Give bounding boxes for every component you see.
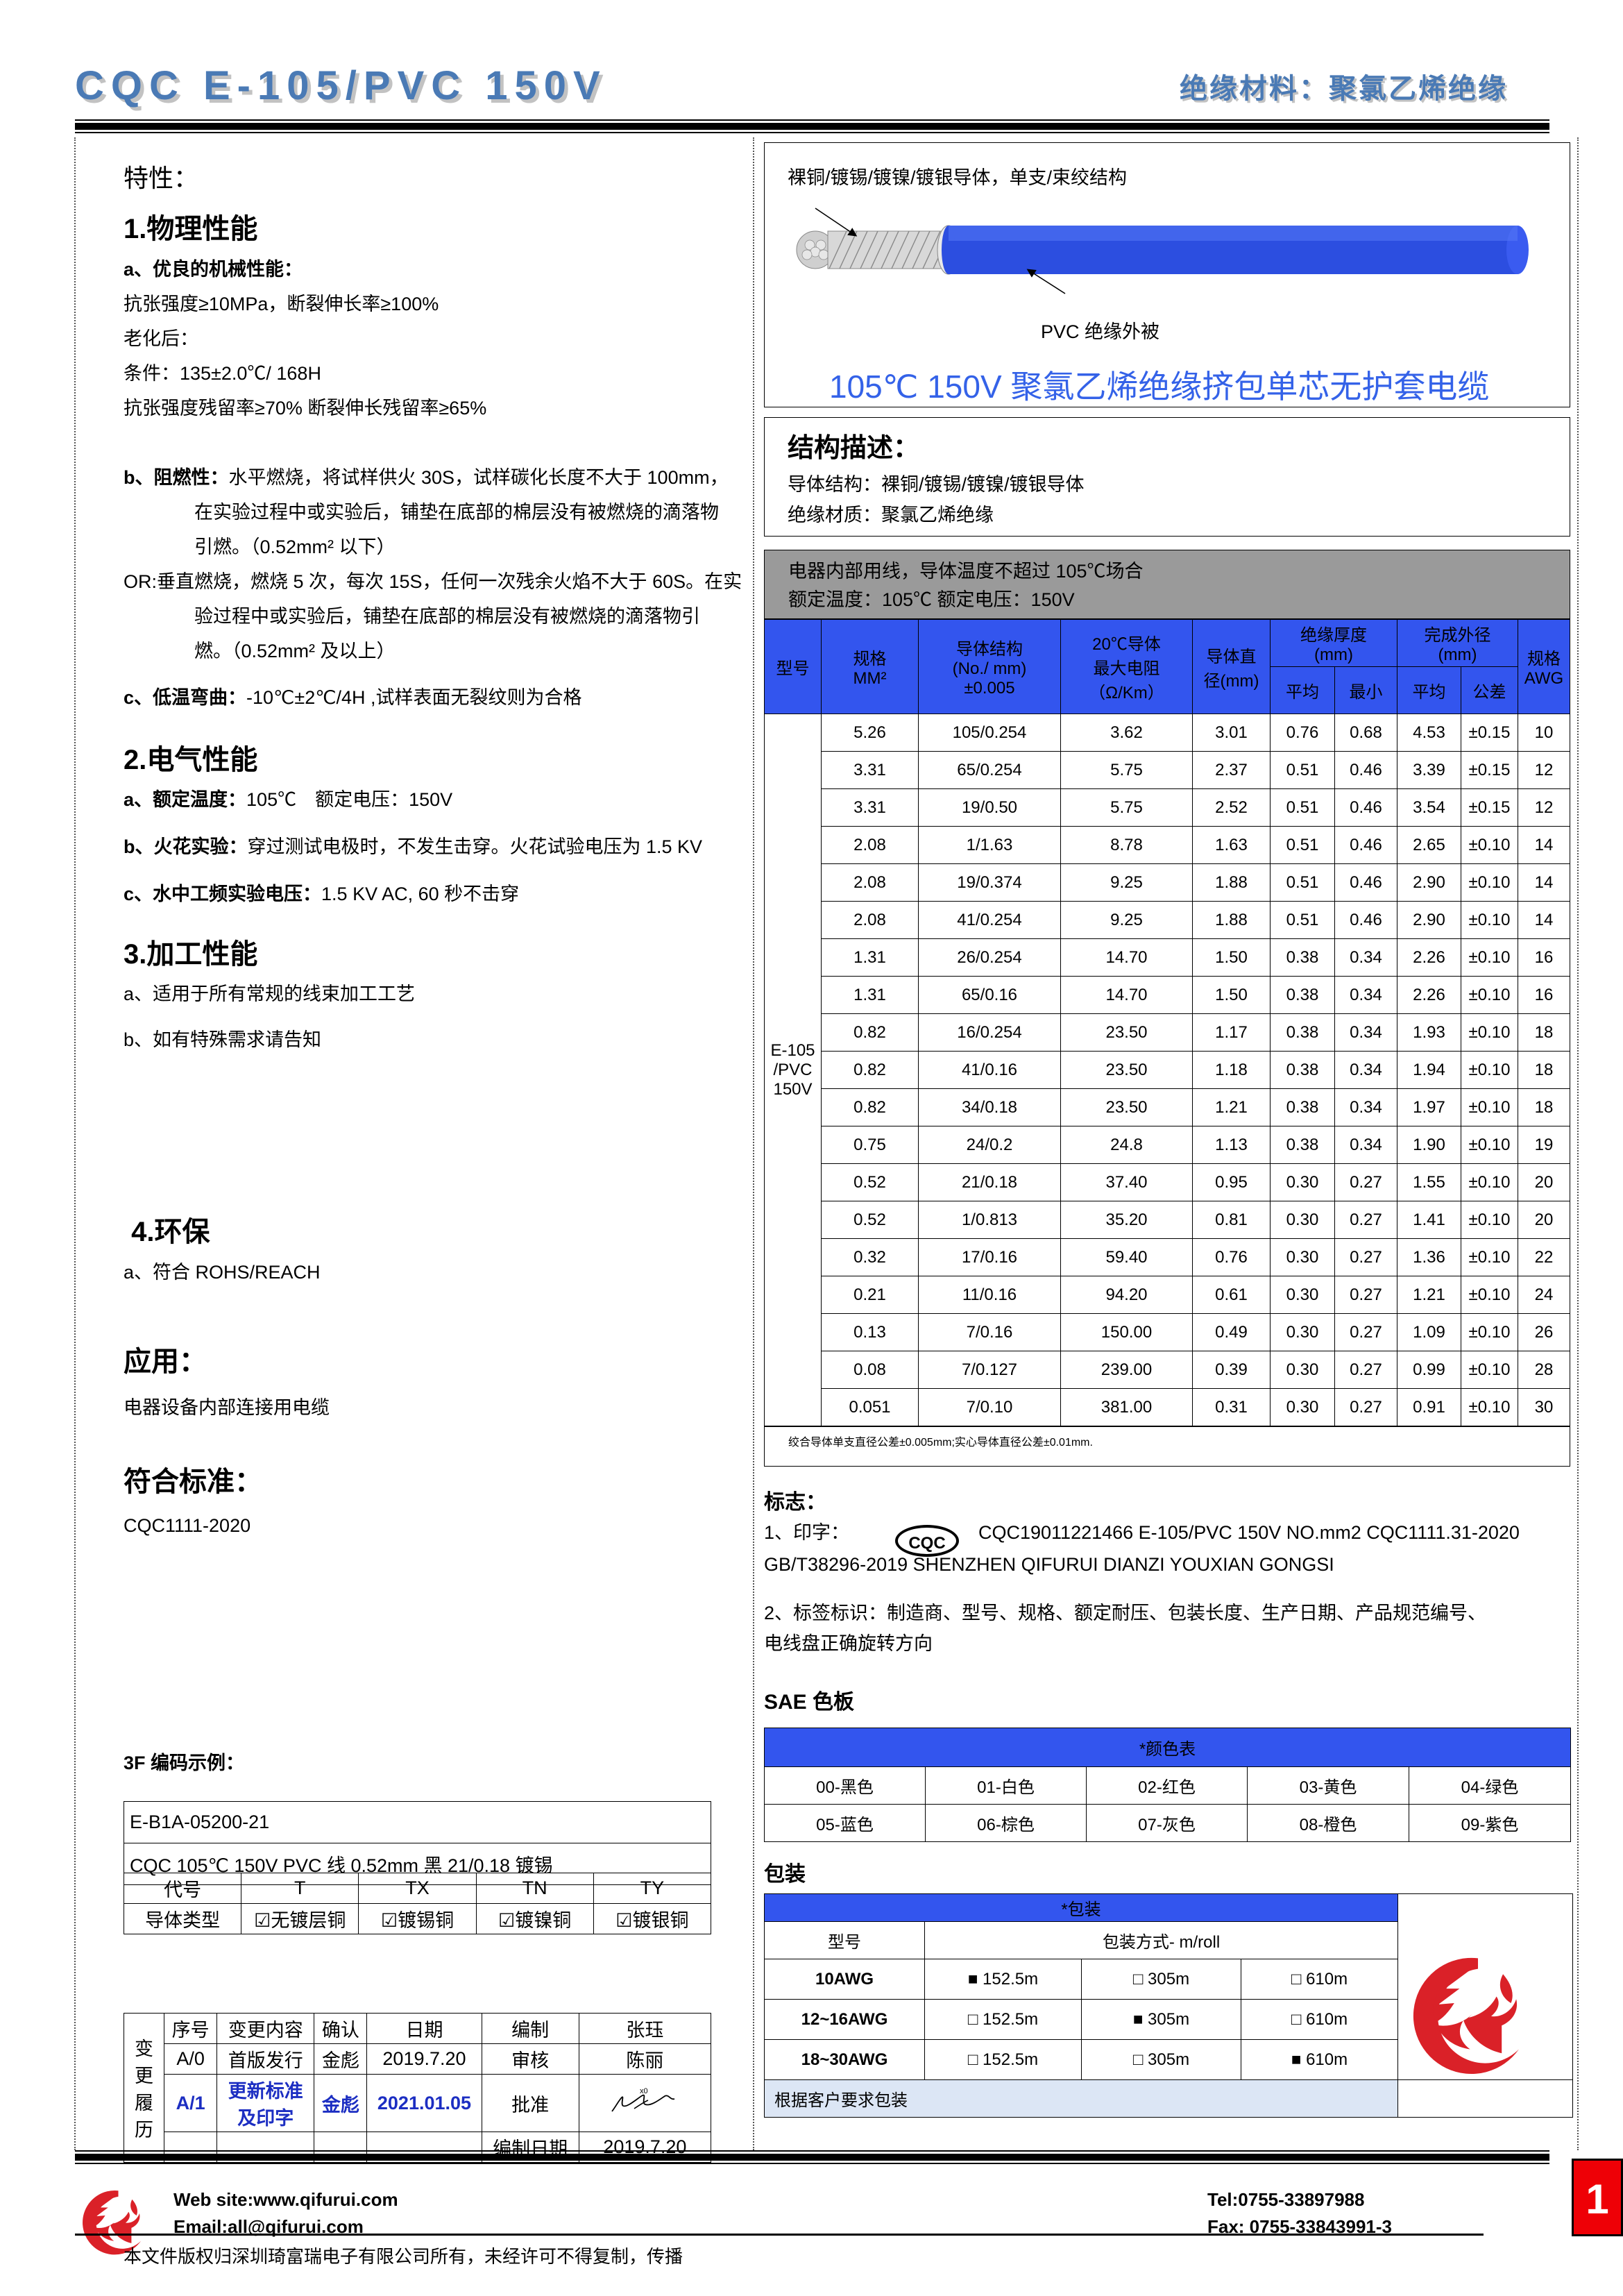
svg-text:x0: x0 bbox=[640, 2087, 648, 2095]
